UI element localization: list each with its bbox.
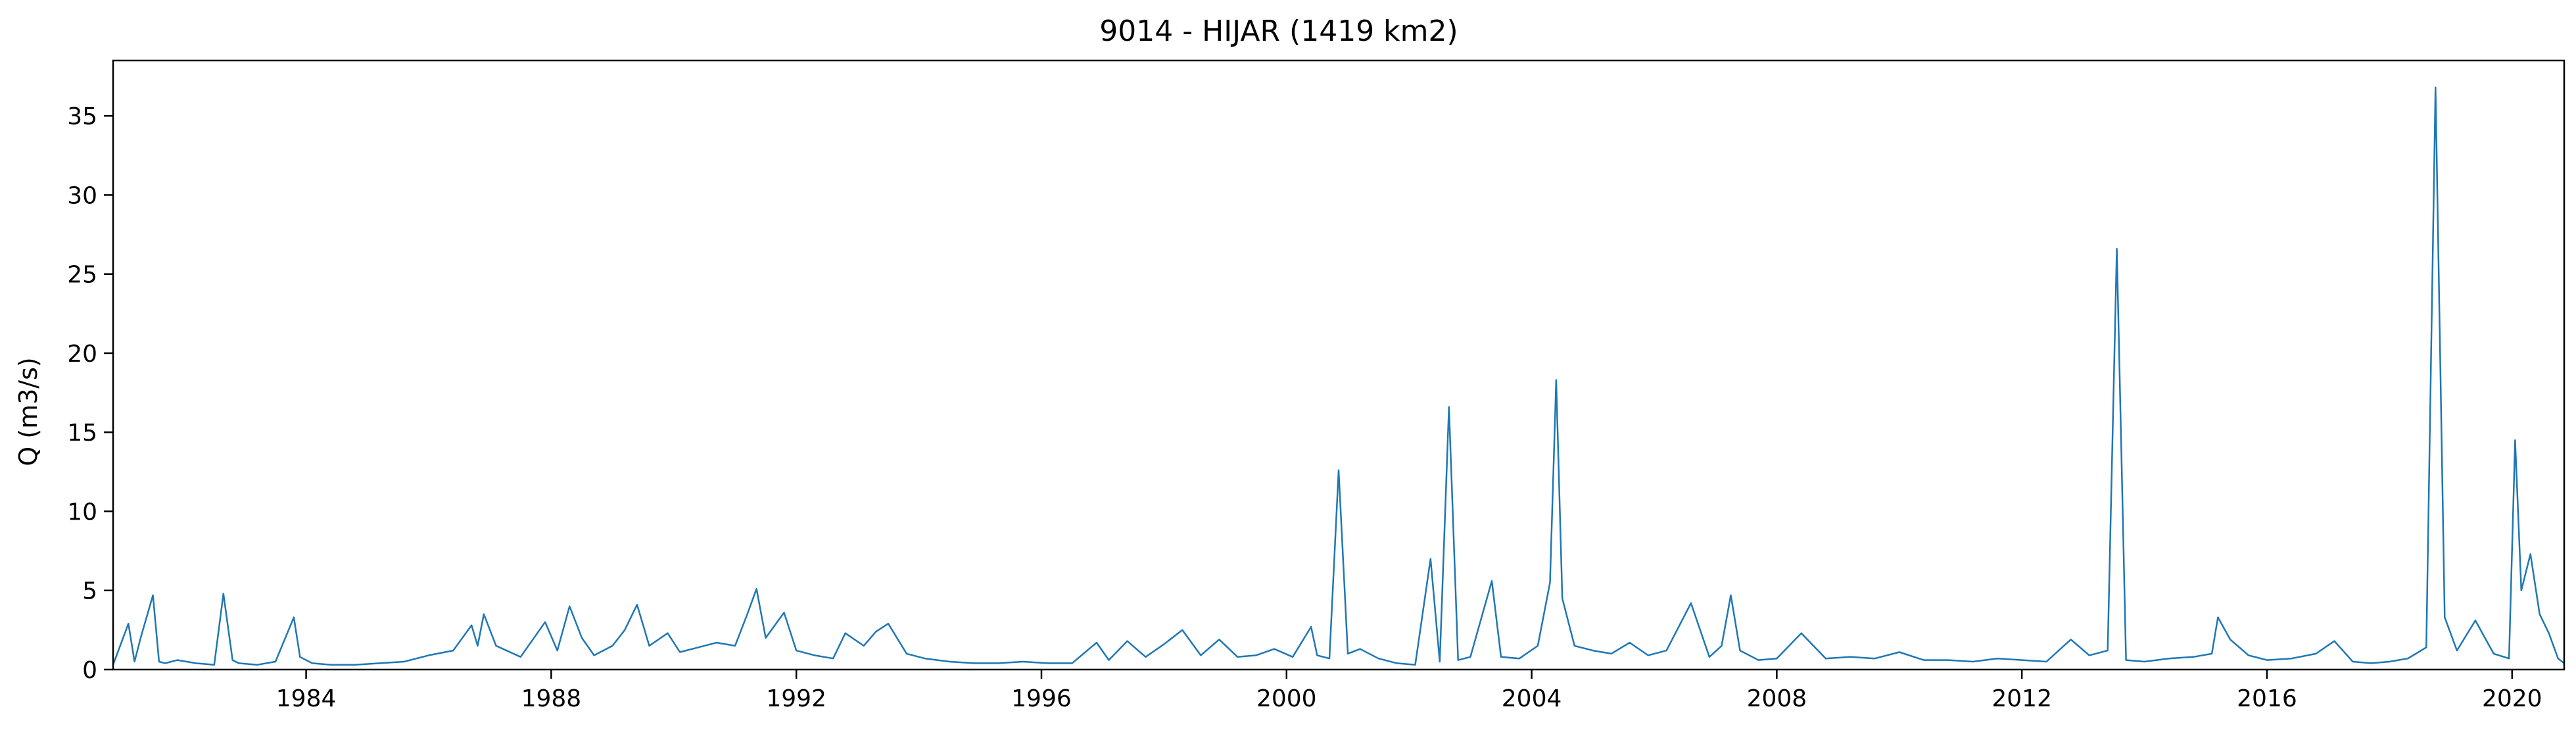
y-tick-label: 20 — [67, 341, 97, 368]
y-tick-label: 10 — [67, 499, 97, 526]
axis-ticks: 1984 1988 1992 1996 2000 2004 2008 2012 2016 2020… — [67, 103, 2542, 712]
x-tick-label: 1984 — [276, 685, 337, 712]
x-tick-label: 1996 — [1011, 685, 1072, 712]
series-line-0 — [113, 86, 2564, 666]
x-tick-label: 1992 — [766, 685, 826, 712]
chart-title: 9014 - HIJAR (1419 km2) — [1099, 14, 1458, 48]
axes-frame — [112, 59, 2565, 671]
plot-area — [113, 86, 2564, 666]
x-tick-label: 2016 — [2237, 685, 2297, 712]
y-axis-label: Q (m3/s) — [14, 357, 43, 466]
x-tick-label: 2008 — [1747, 685, 1807, 712]
x-tick-label: 2020 — [2482, 685, 2542, 712]
y-tick-label: 25 — [67, 262, 97, 289]
x-tick-label: 2012 — [1992, 685, 2052, 712]
y-tick-label: 0 — [82, 657, 97, 684]
x-tick-label: 2004 — [1502, 685, 1562, 712]
y-tick-label: 35 — [67, 103, 97, 130]
y-tick-label: 5 — [82, 578, 97, 605]
y-tick-label: 30 — [67, 182, 97, 209]
x-tick-label: 1988 — [521, 685, 582, 712]
y-tick-label: 15 — [67, 420, 97, 447]
x-tick-label: 2000 — [1256, 685, 1317, 712]
